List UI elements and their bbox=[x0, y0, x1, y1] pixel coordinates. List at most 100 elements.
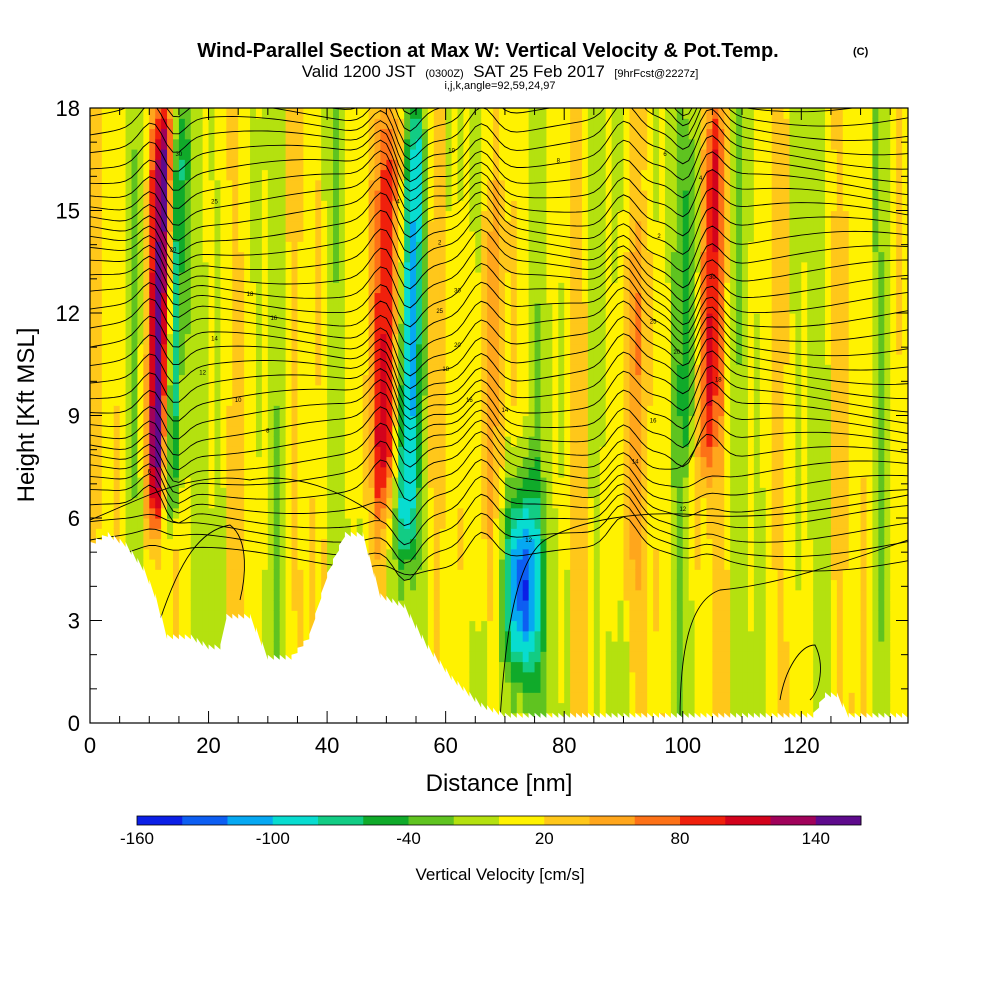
velocity-cell bbox=[433, 497, 441, 509]
velocity-cell bbox=[149, 333, 156, 345]
velocity-cell bbox=[445, 282, 453, 294]
velocity-cell bbox=[214, 600, 222, 611]
velocity-cell bbox=[273, 579, 281, 591]
velocity-cell bbox=[279, 261, 287, 273]
velocity-cell bbox=[167, 251, 174, 263]
velocity-cell bbox=[552, 190, 559, 201]
velocity-cell bbox=[172, 436, 180, 447]
velocity-cell bbox=[463, 661, 470, 673]
velocity-cell bbox=[333, 548, 340, 560]
velocity-cell bbox=[90, 343, 97, 355]
velocity-cell bbox=[90, 118, 97, 130]
velocity-cell bbox=[487, 528, 494, 540]
velocity-cell bbox=[510, 179, 518, 191]
velocity-cell bbox=[196, 364, 204, 376]
velocity-cell bbox=[504, 231, 512, 242]
velocity-cell bbox=[463, 620, 470, 632]
velocity-cell bbox=[457, 169, 465, 181]
velocity-cell bbox=[202, 466, 210, 478]
velocity-cell bbox=[155, 497, 162, 509]
velocity-cell bbox=[439, 313, 447, 324]
velocity-cell bbox=[522, 405, 530, 417]
velocity-cell bbox=[202, 620, 210, 632]
velocity-cell bbox=[285, 518, 293, 529]
velocity-cell bbox=[321, 466, 328, 478]
velocity-cell bbox=[143, 538, 150, 550]
velocity-cell bbox=[344, 395, 352, 406]
velocity-cell bbox=[487, 292, 494, 304]
velocity-cell bbox=[255, 456, 263, 468]
velocity-cell bbox=[540, 118, 548, 130]
velocity-cell bbox=[309, 589, 316, 601]
velocity-cell bbox=[267, 559, 275, 570]
velocity-cell bbox=[214, 415, 222, 427]
velocity-cell bbox=[202, 118, 210, 130]
velocity-cell bbox=[510, 538, 518, 550]
velocity-cell bbox=[291, 518, 299, 529]
velocity-cell bbox=[576, 487, 583, 499]
velocity-cell bbox=[356, 261, 364, 273]
velocity-cell bbox=[291, 108, 299, 119]
velocity-cell bbox=[321, 302, 328, 314]
velocity-cell bbox=[356, 364, 364, 376]
velocity-cell bbox=[238, 179, 245, 191]
velocity-cell bbox=[143, 487, 150, 499]
velocity-cell bbox=[392, 559, 399, 570]
velocity-cell bbox=[368, 477, 376, 488]
velocity-cell bbox=[546, 241, 553, 253]
velocity-cell bbox=[451, 641, 459, 652]
velocity-cell bbox=[285, 456, 293, 468]
velocity-cell bbox=[327, 507, 334, 519]
velocity-cell bbox=[303, 313, 310, 324]
velocity-cell bbox=[481, 610, 488, 622]
velocity-cell bbox=[356, 466, 364, 478]
velocity-cell bbox=[445, 108, 453, 119]
velocity-cell bbox=[540, 641, 548, 652]
velocity-cell bbox=[155, 138, 162, 150]
velocity-cell bbox=[421, 446, 429, 458]
velocity-cell bbox=[333, 425, 340, 437]
velocity-cell bbox=[125, 323, 133, 335]
velocity-cell bbox=[131, 292, 139, 304]
velocity-cell bbox=[552, 487, 559, 499]
velocity-cell bbox=[433, 292, 441, 304]
velocity-cell bbox=[386, 210, 393, 222]
velocity-cell bbox=[267, 128, 275, 140]
velocity-cell bbox=[386, 323, 393, 335]
velocity-cell bbox=[250, 497, 257, 509]
velocity-cell bbox=[321, 282, 328, 294]
velocity-cell bbox=[386, 518, 393, 529]
velocity-cell bbox=[487, 343, 494, 355]
velocity-cell bbox=[273, 302, 281, 314]
velocity-cell bbox=[167, 436, 174, 447]
velocity-cell bbox=[481, 179, 488, 191]
velocity-cell bbox=[516, 190, 524, 201]
velocity-cell bbox=[119, 436, 127, 447]
velocity-cell bbox=[273, 241, 281, 253]
velocity-cell bbox=[315, 159, 322, 171]
velocity-cell bbox=[504, 169, 512, 181]
velocity-cell bbox=[451, 190, 459, 201]
velocity-cell bbox=[534, 313, 542, 324]
velocity-cell bbox=[90, 241, 97, 253]
velocity-cell bbox=[380, 138, 387, 150]
velocity-cell bbox=[238, 118, 245, 130]
velocity-cell bbox=[421, 190, 429, 201]
velocity-cell bbox=[113, 477, 121, 488]
velocity-cell bbox=[95, 118, 103, 130]
velocity-cell bbox=[510, 559, 518, 570]
velocity-cell bbox=[463, 282, 470, 294]
velocity-cell bbox=[421, 538, 429, 550]
velocity-cell bbox=[451, 661, 459, 673]
velocity-cell bbox=[487, 692, 494, 704]
velocity-cell bbox=[504, 108, 512, 119]
velocity-cell bbox=[374, 231, 382, 242]
velocity-cell bbox=[244, 108, 251, 119]
velocity-cell bbox=[101, 179, 109, 191]
velocity-cell bbox=[410, 364, 417, 376]
velocity-cell bbox=[232, 548, 239, 560]
velocity-cell bbox=[398, 559, 405, 570]
velocity-cell bbox=[101, 446, 109, 458]
velocity-cell bbox=[344, 456, 352, 468]
velocity-cell bbox=[172, 589, 180, 601]
